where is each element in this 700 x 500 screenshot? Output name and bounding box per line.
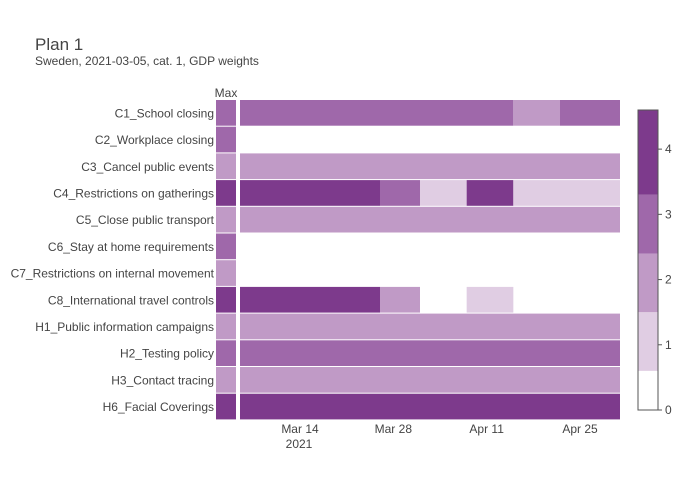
colorbar-band	[638, 194, 658, 254]
heat-cell	[560, 100, 620, 126]
colorbar-outline	[637, 109, 659, 411]
max-cell	[216, 340, 236, 366]
row-label: C8_International travel controls	[48, 293, 214, 307]
row-label: C4_Restrictions on gatherings	[53, 186, 214, 200]
max-cell	[216, 233, 236, 260]
x-tick-label: Mar 14	[281, 422, 319, 436]
row-label: C3_Cancel public events	[81, 160, 214, 174]
chart-title: Plan 1	[35, 35, 84, 54]
colorbar-band	[638, 110, 658, 195]
heat-cell	[466, 286, 514, 313]
colorbar-tick-label: 1	[665, 338, 672, 352]
heat-cell	[380, 180, 420, 206]
heat-cell	[240, 313, 620, 340]
max-cell	[216, 367, 236, 393]
heat-cell	[240, 100, 514, 126]
x-axis-year-label: 2021	[286, 437, 313, 451]
row-label: H3_Contact tracing	[111, 373, 214, 387]
max-cell	[216, 313, 236, 340]
colorbar-tick-label: 0	[665, 403, 672, 417]
x-tick-label: Mar 28	[375, 422, 413, 436]
x-tick-label: Apr 11	[469, 422, 504, 436]
row-label: H1_Public information campaigns	[35, 320, 214, 334]
row-label: H6_Facial Coverings	[103, 400, 214, 414]
max-cell	[216, 260, 236, 286]
max-cell	[216, 286, 236, 313]
heat-cell	[240, 206, 620, 233]
colorbar-band	[638, 253, 658, 313]
heat-cell	[240, 286, 380, 313]
max-cell	[216, 153, 236, 180]
row-label: C7_Restrictions on internal movement	[11, 267, 215, 281]
heat-cell	[240, 180, 380, 206]
heat-cell	[420, 180, 467, 206]
row-label: H2_Testing policy	[120, 347, 214, 361]
heat-cell	[513, 100, 560, 126]
colorbar-band	[638, 370, 658, 410]
heat-cell	[466, 180, 514, 206]
colorbar-tick-label: 3	[665, 207, 672, 221]
max-cell	[216, 100, 236, 126]
colorbar-tick-label: 4	[665, 142, 672, 156]
x-tick-label: Apr 25	[562, 422, 598, 436]
heat-cell	[380, 286, 420, 313]
colorbar-band	[638, 312, 658, 371]
max-cell	[216, 180, 236, 206]
colorbar-tick-label: 2	[665, 273, 672, 287]
max-cell	[216, 126, 236, 153]
heat-cell	[240, 367, 620, 393]
heat-cell	[240, 340, 620, 366]
max-column-label: Max	[215, 86, 238, 100]
heat-cell	[240, 393, 620, 420]
heat-cell	[513, 180, 620, 206]
max-cell	[216, 393, 236, 420]
row-label: C6_Stay at home requirements	[48, 240, 214, 254]
row-label: C5_Close public transport	[76, 213, 215, 227]
chart-subtitle: Sweden, 2021-03-05, cat. 1, GDP weights	[35, 54, 259, 68]
row-label: C1_School closing	[115, 106, 214, 120]
max-cell	[216, 206, 236, 233]
row-label: C2_Workplace closing	[95, 133, 214, 147]
heat-cell	[240, 153, 620, 180]
